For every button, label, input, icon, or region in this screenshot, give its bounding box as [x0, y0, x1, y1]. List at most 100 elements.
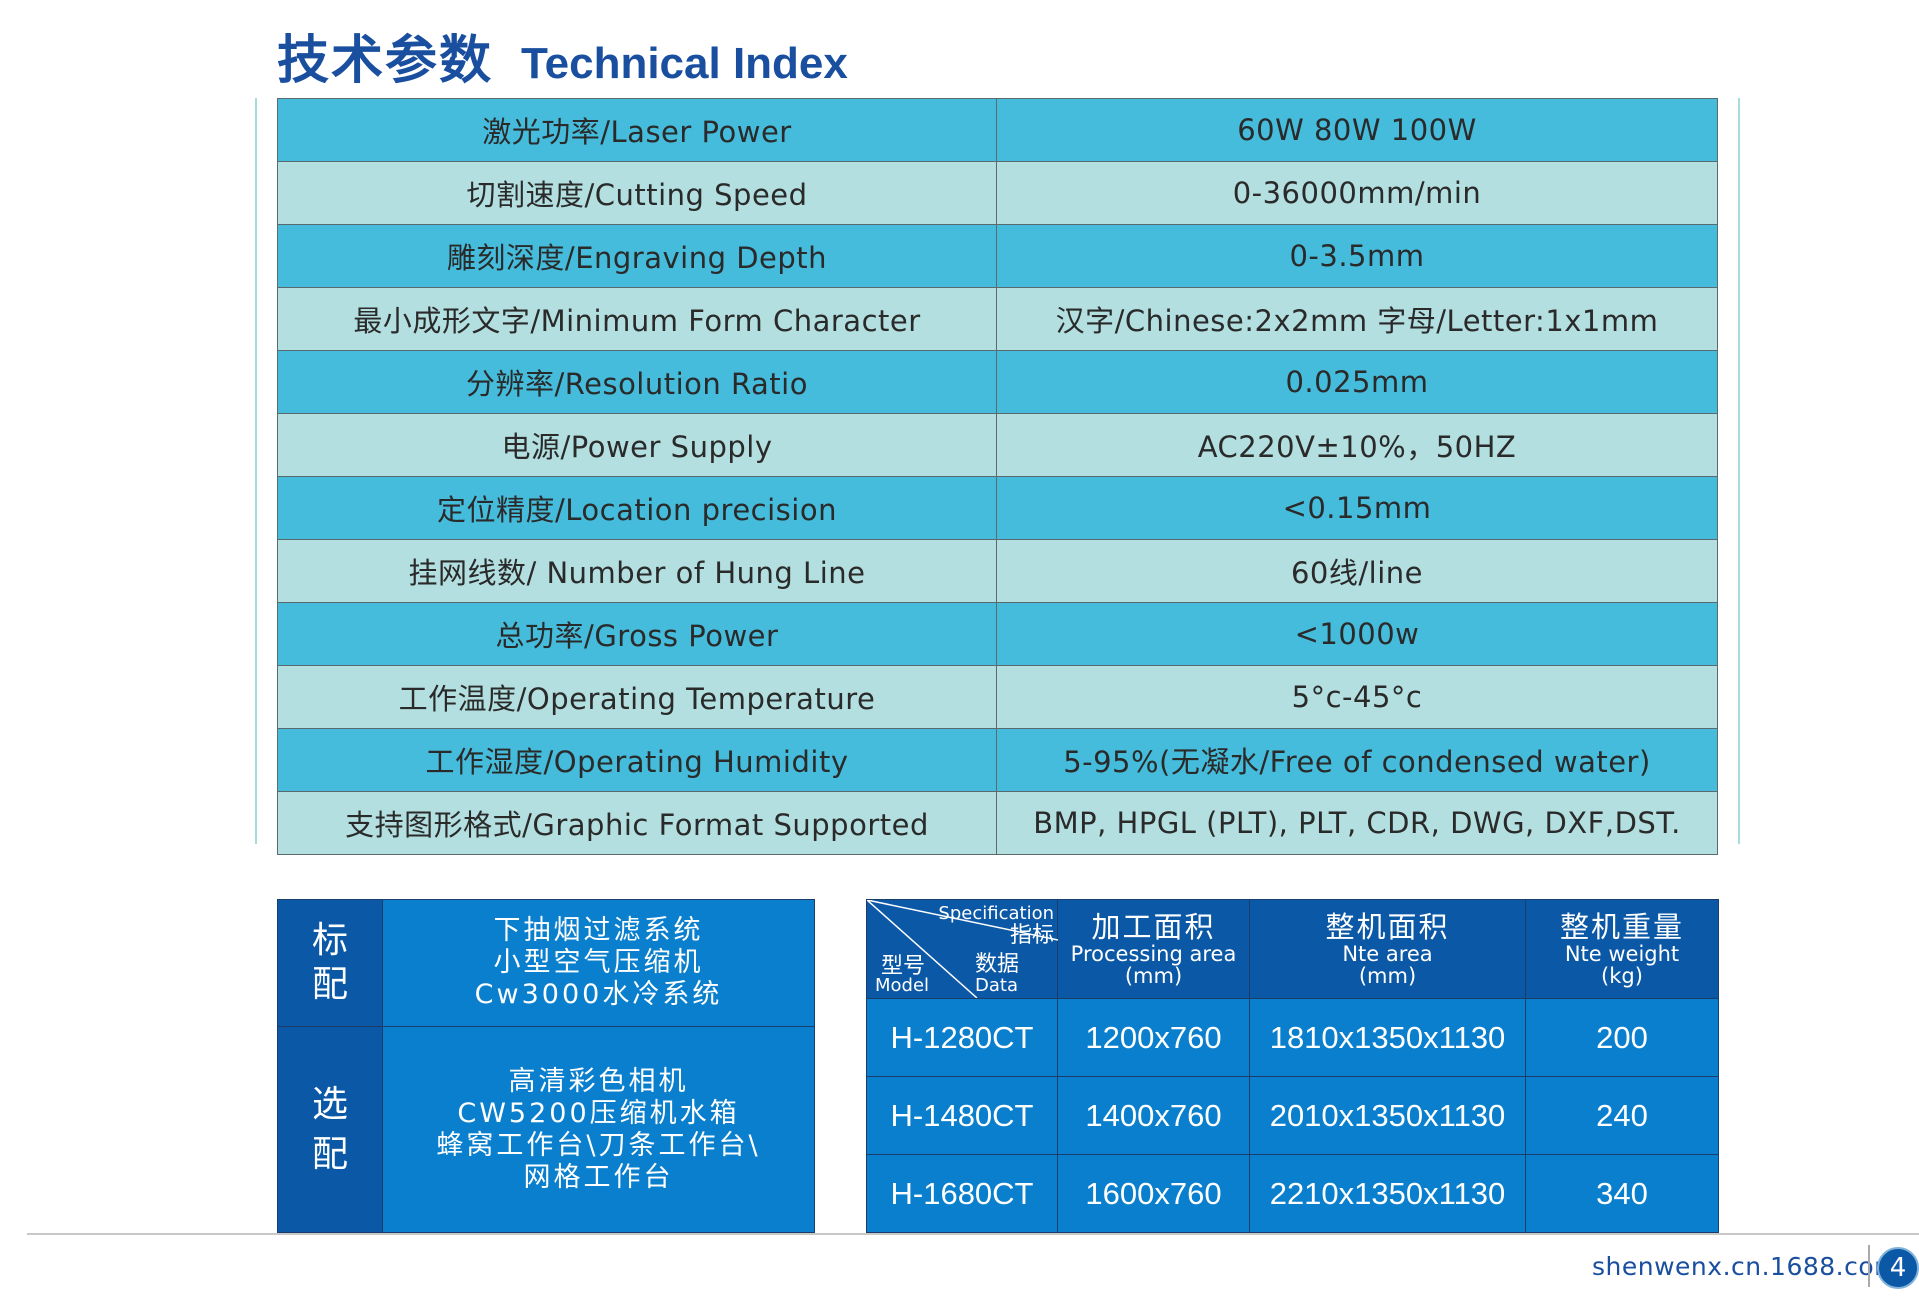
- diagonal-divider: [867, 900, 1058, 998]
- weight-cell: 200: [1525, 998, 1719, 1077]
- spec-key: 雕刻深度/Engraving Depth: [277, 224, 997, 288]
- table-row: H-1680CT 1600x760 2210x1350x1130 340: [866, 1154, 1719, 1233]
- table-row: 定位精度/Location precision <0.15mm: [277, 476, 1718, 540]
- model-cell: H-1680CT: [866, 1154, 1058, 1233]
- model-table-header: Specification 指标 型号 Model 数据 Data 加工面积 Pr…: [866, 899, 1719, 999]
- label-char: 配: [311, 1133, 348, 1175]
- spec-value: AC220V±10%，50HZ: [996, 413, 1718, 477]
- spec-value: 0.025mm: [996, 350, 1718, 414]
- standard-config-row: 标 配 下抽烟过滤系统 小型空气压缩机 Cw3000水冷系统: [277, 899, 815, 1027]
- table-row: 雕刻深度/Engraving Depth 0-3.5mm: [277, 224, 1718, 288]
- spec-key: 电源/Power Supply: [277, 413, 997, 477]
- corner-spec-en: Specification: [938, 903, 1054, 924]
- machine-size-cell: 2210x1350x1130: [1249, 1154, 1526, 1233]
- table-row: H-1280CT 1200x760 1810x1350x1130 200: [866, 998, 1719, 1077]
- table-row: 工作湿度/Operating Humidity 5-95%(无凝水/Free of…: [277, 728, 1718, 792]
- processing-area-cell: 1200x760: [1057, 998, 1250, 1077]
- header-cn: 加工面积: [1091, 910, 1216, 944]
- spec-key: 总功率/Gross Power: [277, 602, 997, 666]
- spec-key: 切割速度/Cutting Speed: [277, 161, 997, 225]
- weight-cell: 340: [1525, 1154, 1719, 1233]
- config-item: 下抽烟过滤系统: [493, 915, 704, 946]
- config-item: 网格工作台: [523, 1161, 674, 1193]
- table-row: 最小成形文字/Minimum Form Character 汉字/Chinese:…: [277, 287, 1718, 351]
- spec-value: <0.15mm: [996, 476, 1718, 540]
- configuration-table: 标 配 下抽烟过滤系统 小型空气压缩机 Cw3000水冷系统 选 配 高清彩色相…: [277, 899, 815, 1233]
- header-unit: (mm): [1358, 964, 1417, 988]
- technical-spec-table: 激光功率/Laser Power 60W 80W 100W 切割速度/Cuttin…: [277, 98, 1718, 855]
- header-unit: (mm): [1124, 964, 1183, 988]
- spec-value: 0-36000mm/min: [996, 161, 1718, 225]
- model-table: Specification 指标 型号 Model 数据 Data 加工面积 Pr…: [866, 899, 1719, 1233]
- column-header-machine-size: 整机面积 Nte area (mm): [1249, 899, 1526, 999]
- table-row: 工作温度/Operating Temperature 5°c-45°c: [277, 665, 1718, 729]
- spec-key: 激光功率/Laser Power: [277, 98, 997, 162]
- standard-config-items: 下抽烟过滤系统 小型空气压缩机 Cw3000水冷系统: [382, 899, 815, 1027]
- label-char: 配: [311, 964, 348, 1005]
- config-item: 高清彩色相机: [508, 1065, 689, 1097]
- table-row: 总功率/Gross Power <1000w: [277, 602, 1718, 666]
- corner-data-en: Data: [975, 975, 1018, 996]
- footer-url[interactable]: shenwenx.cn.1688.com: [1592, 1252, 1900, 1281]
- model-cell: H-1480CT: [866, 1076, 1058, 1155]
- table-row: H-1480CT 1400x760 2010x1350x1130 240: [866, 1076, 1719, 1155]
- spec-value: 60W 80W 100W: [996, 98, 1718, 162]
- weight-cell: 240: [1525, 1076, 1719, 1155]
- processing-area-cell: 1400x760: [1057, 1076, 1250, 1155]
- table-row: 挂网线数/ Number of Hung Line 60线/line: [277, 539, 1718, 603]
- page-title-en: Technical Index: [521, 39, 848, 88]
- config-item: CW5200压缩机水箱: [457, 1097, 740, 1129]
- decorative-rule-right: [1738, 98, 1740, 844]
- optional-config-row: 选 配 高清彩色相机 CW5200压缩机水箱 蜂窝工作台\刀条工作台\ 网格工作…: [277, 1026, 815, 1233]
- header-cn: 整机重量: [1559, 910, 1684, 944]
- spec-key: 最小成形文字/Minimum Form Character: [277, 287, 997, 351]
- footer-divider: [27, 1233, 1919, 1235]
- table-row: 激光功率/Laser Power 60W 80W 100W: [277, 98, 1718, 162]
- corner-model-en: Model: [875, 975, 930, 996]
- corner-model-cn: 型号: [881, 954, 926, 979]
- spec-key: 分辨率/Resolution Ratio: [277, 350, 997, 414]
- spec-value: 5°c-45°c: [996, 665, 1718, 729]
- header-en: Nte area: [1342, 942, 1433, 966]
- corner-data-cn: 数据: [975, 952, 1020, 977]
- spec-value: 汉字/Chinese:2x2mm 字母/Letter:1x1mm: [996, 287, 1718, 351]
- header-cn: 整机面积: [1325, 910, 1450, 944]
- header-unit: (kg): [1601, 964, 1643, 988]
- corner-header-cell: Specification 指标 型号 Model 数据 Data: [866, 899, 1058, 999]
- spec-key: 定位精度/Location precision: [277, 476, 997, 540]
- optional-config-label: 选 配: [277, 1026, 383, 1233]
- column-header-weight: 整机重量 Nte weight (kg): [1525, 899, 1719, 999]
- page-title: 技术参数 Technical Index: [277, 18, 848, 93]
- optional-config-items: 高清彩色相机 CW5200压缩机水箱 蜂窝工作台\刀条工作台\ 网格工作台: [382, 1026, 815, 1233]
- header-en: Processing area: [1070, 942, 1237, 966]
- spec-value: 60线/line: [996, 539, 1718, 603]
- model-cell: H-1280CT: [866, 998, 1058, 1077]
- footer-separator: [1868, 1245, 1870, 1287]
- machine-size-cell: 2010x1350x1130: [1249, 1076, 1526, 1155]
- spec-key: 工作温度/Operating Temperature: [277, 665, 997, 729]
- machine-size-cell: 1810x1350x1130: [1249, 998, 1526, 1077]
- standard-config-label: 标 配: [277, 899, 383, 1027]
- table-row: 电源/Power Supply AC220V±10%，50HZ: [277, 413, 1718, 477]
- header-en: Nte weight: [1564, 942, 1680, 966]
- spec-key: 工作湿度/Operating Humidity: [277, 728, 997, 792]
- spec-value: 5-95%(无凝水/Free of condensed water): [996, 728, 1718, 792]
- spec-value: <1000w: [996, 602, 1718, 666]
- spec-key: 挂网线数/ Number of Hung Line: [277, 539, 997, 603]
- config-item: Cw3000水冷系统: [474, 979, 723, 1010]
- table-row: 切割速度/Cutting Speed 0-36000mm/min: [277, 161, 1718, 225]
- table-row: 分辨率/Resolution Ratio 0.025mm: [277, 350, 1718, 414]
- spec-value: 0-3.5mm: [996, 224, 1718, 288]
- corner-spec-cn: 指标: [1009, 923, 1054, 948]
- config-item: 小型空气压缩机: [493, 947, 704, 978]
- table-row: 支持图形格式/Graphic Format Supported BMP, HPGL…: [277, 791, 1718, 855]
- column-header-processing-area: 加工面积 Processing area (mm): [1057, 899, 1250, 999]
- decorative-rule-left: [255, 98, 257, 844]
- spec-value: BMP, HPGL (PLT), PLT, CDR, DWG, DXF,DST.: [996, 791, 1718, 855]
- label-char: 选: [311, 1083, 348, 1125]
- spec-key: 支持图形格式/Graphic Format Supported: [277, 791, 997, 855]
- page-title-cn: 技术参数: [277, 31, 494, 91]
- label-char: 标: [311, 920, 348, 961]
- page-number-badge: 4: [1877, 1247, 1919, 1289]
- config-item: 蜂窝工作台\刀条工作台\: [436, 1129, 761, 1161]
